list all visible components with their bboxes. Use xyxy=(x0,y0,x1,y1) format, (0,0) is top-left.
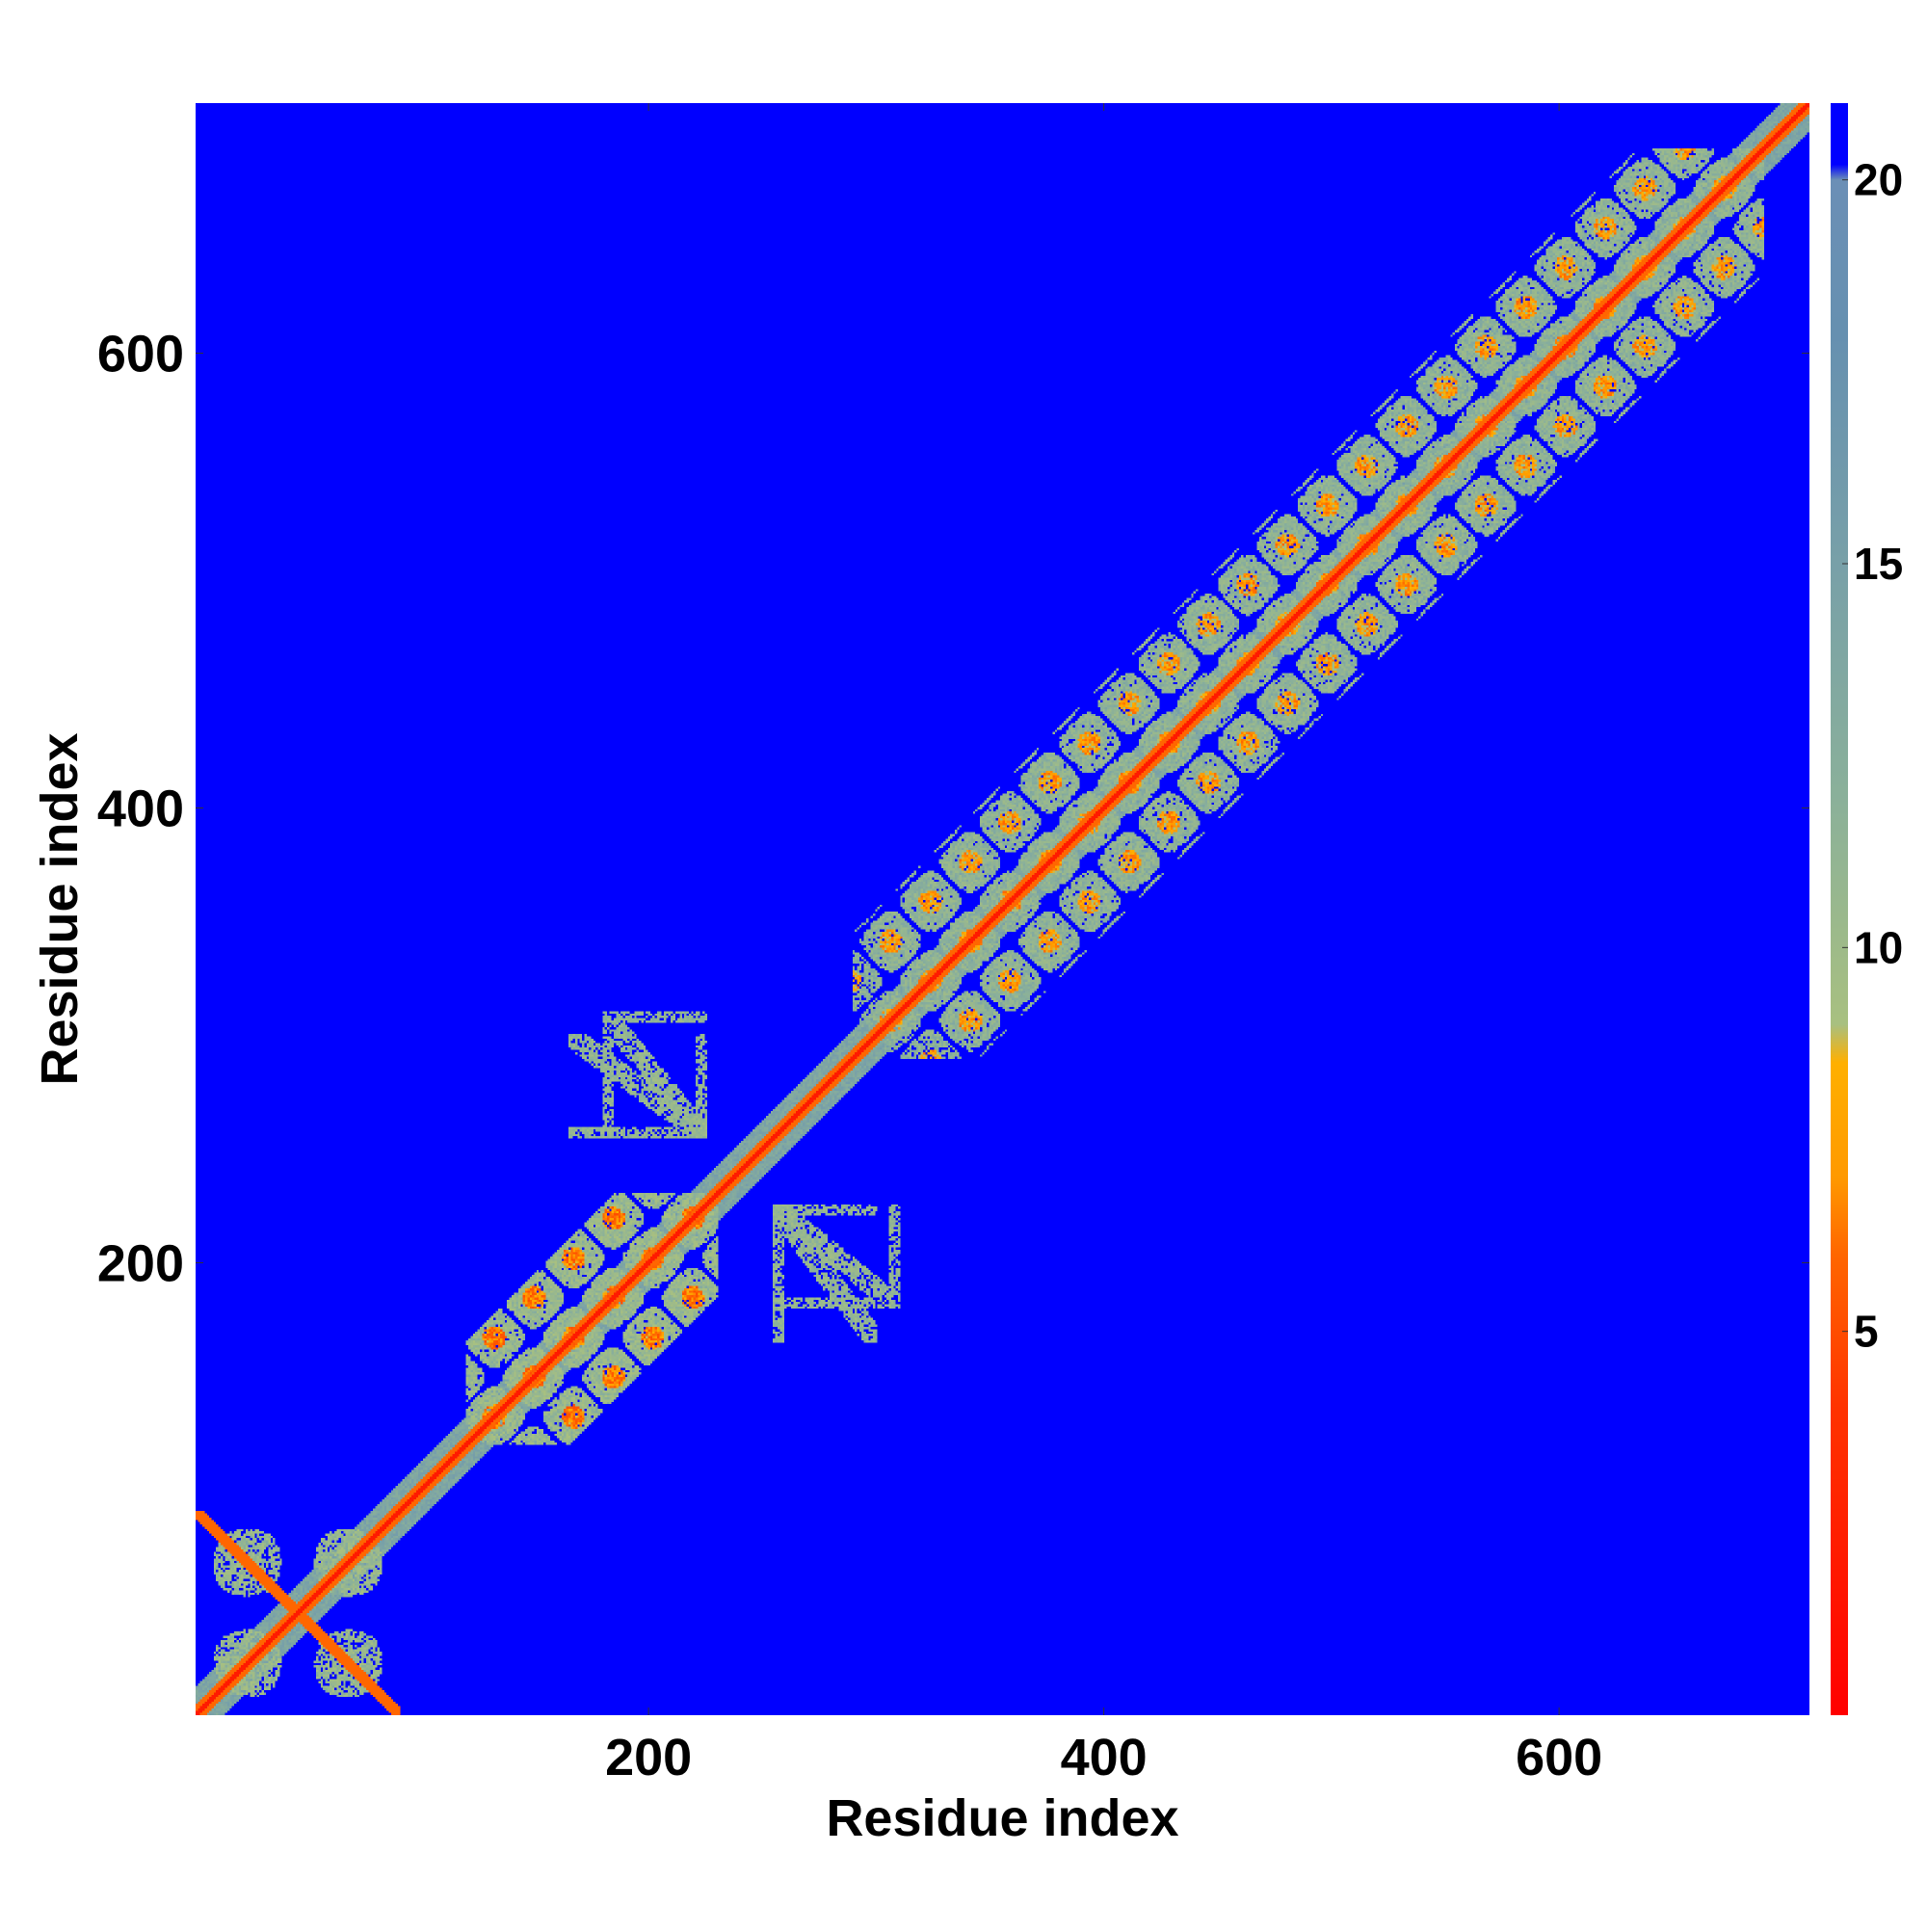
colorbar-tick-label: 15 xyxy=(1854,539,1903,589)
colorbar-tick-label: 10 xyxy=(1854,922,1903,972)
y-tick-label: 400 xyxy=(97,780,184,837)
y-tick-label: 600 xyxy=(97,326,184,384)
heatmap-image xyxy=(196,103,1809,1715)
x-tick-label: 200 xyxy=(605,1729,692,1786)
x-axis-label: Residue index xyxy=(826,1789,1178,1847)
y-tick-label: 200 xyxy=(97,1234,184,1292)
colorbar xyxy=(1831,103,1848,1715)
x-tick-label: 600 xyxy=(1516,1729,1602,1786)
colorbar-tick-label: 5 xyxy=(1854,1307,1879,1357)
x-tick-label: 400 xyxy=(1061,1729,1148,1786)
y-axis-label: Residue index xyxy=(31,732,89,1085)
colorbar-tick-label: 20 xyxy=(1854,155,1903,205)
